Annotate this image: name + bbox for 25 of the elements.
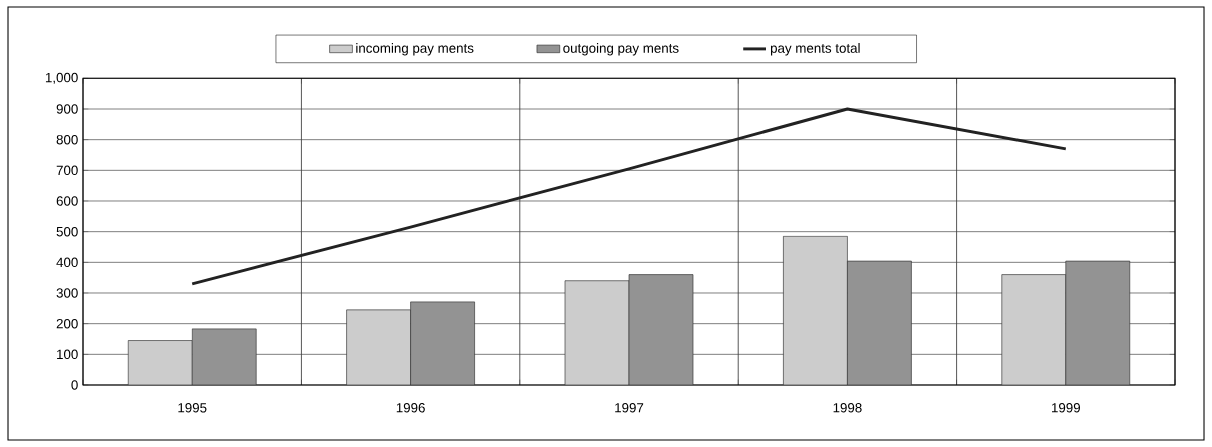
legend-label: pay ments total: [770, 43, 860, 56]
x-tick-label: 1996: [396, 403, 425, 413]
y-tick-label: 300: [56, 288, 78, 298]
y-tick-label: 700: [56, 165, 78, 176]
x-tick-label: 1999: [1052, 403, 1081, 413]
bar: [847, 260, 912, 385]
y-tick-label: 500: [56, 226, 78, 237]
y-tick-label: 200: [56, 318, 78, 329]
x-tick-label: 1997: [615, 403, 644, 413]
y-tick-label: 600: [56, 196, 78, 206]
y-tick-label: 800: [56, 134, 78, 145]
x-tick-label: 1998: [833, 403, 862, 413]
bar: [628, 274, 694, 385]
line-series: [190, 107, 1068, 286]
legend-label: outgoing pay ments: [563, 43, 679, 56]
y-tick-label: 0: [71, 380, 78, 390]
y-tick-label: 900: [56, 104, 78, 114]
y-tick-label: 400: [56, 257, 78, 268]
legend-label: incoming pay ments: [356, 43, 474, 56]
x-tick-label: 1995: [178, 403, 207, 413]
bar: [1065, 260, 1131, 385]
y-tick-label: 1,000: [45, 72, 78, 84]
bar: [410, 301, 475, 385]
bar: [191, 328, 257, 385]
y-tick-label: 100: [57, 349, 78, 360]
